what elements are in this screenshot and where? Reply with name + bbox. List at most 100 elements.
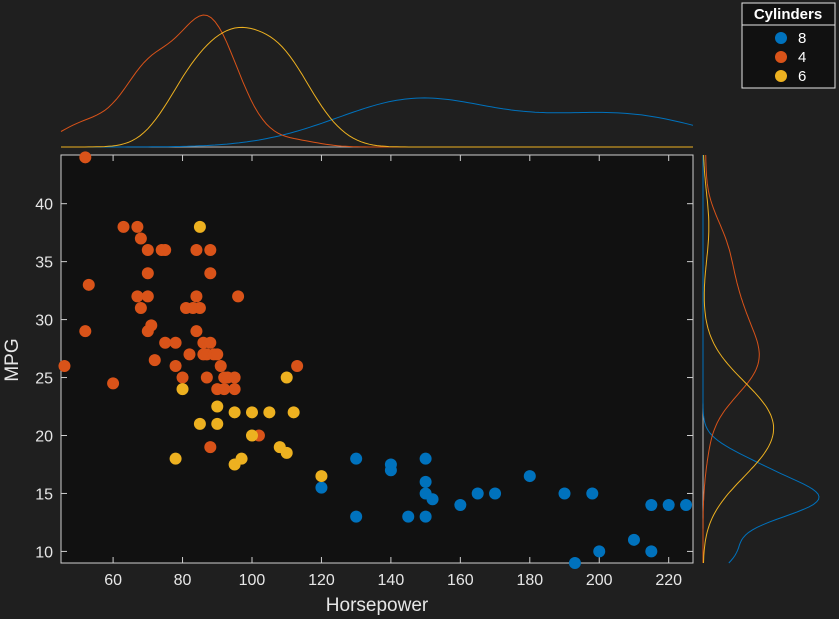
right-density-4-cyl bbox=[702, 154, 760, 563]
y-tick-label: 35 bbox=[35, 255, 53, 272]
data-point bbox=[287, 406, 300, 419]
x-tick-label: 220 bbox=[655, 572, 682, 589]
data-point bbox=[280, 446, 293, 459]
x-tick-label: 160 bbox=[447, 572, 474, 589]
top-density-8-cyl bbox=[61, 97, 694, 148]
data-point bbox=[471, 487, 484, 500]
data-point bbox=[211, 417, 224, 430]
data-point bbox=[134, 302, 147, 314]
data-point bbox=[662, 499, 675, 512]
legend-box bbox=[741, 2, 836, 89]
data-point bbox=[159, 336, 172, 349]
scatter-points bbox=[58, 151, 693, 569]
y-axis-label: MPG bbox=[2, 338, 23, 381]
data-point bbox=[211, 348, 224, 361]
data-point bbox=[183, 348, 196, 361]
data-point bbox=[291, 359, 304, 372]
data-point bbox=[315, 481, 328, 494]
legend-marker-4 bbox=[775, 51, 787, 63]
legend-label-8: 8 bbox=[798, 30, 806, 47]
data-point bbox=[245, 429, 258, 442]
data-point bbox=[159, 244, 172, 257]
y-axis: 10 15 20 25 30 35 40 bbox=[35, 197, 693, 561]
series-8-cyl bbox=[315, 452, 693, 569]
series-6-cyl bbox=[169, 220, 328, 483]
legend: Cylinders 8 4 6 bbox=[741, 2, 836, 89]
data-point bbox=[419, 475, 432, 488]
data-point bbox=[176, 371, 189, 384]
right-density-8-cyl bbox=[702, 155, 820, 564]
legend-title: Cylinders bbox=[754, 6, 822, 23]
data-point bbox=[454, 499, 467, 512]
y-tick-label: 20 bbox=[35, 429, 53, 446]
data-point bbox=[523, 470, 536, 483]
data-point bbox=[263, 406, 276, 419]
data-point bbox=[419, 452, 432, 465]
data-point bbox=[134, 232, 147, 245]
top-density-6-cyl bbox=[61, 26, 693, 148]
data-point bbox=[79, 325, 92, 338]
x-axis: 60 80 100 120 140 160 180 200 220 bbox=[104, 155, 682, 589]
data-point bbox=[645, 545, 658, 558]
data-point bbox=[141, 290, 154, 303]
data-point bbox=[627, 533, 640, 546]
data-point bbox=[82, 278, 95, 291]
data-point bbox=[204, 441, 217, 454]
legend-label-6: 6 bbox=[798, 68, 806, 85]
data-point bbox=[204, 267, 217, 280]
data-point bbox=[204, 336, 217, 349]
data-point bbox=[190, 290, 203, 303]
data-point bbox=[193, 302, 206, 314]
x-tick-label: 60 bbox=[104, 572, 122, 589]
x-tick-label: 180 bbox=[516, 572, 543, 589]
data-point bbox=[350, 452, 363, 465]
y-tick-label: 15 bbox=[35, 486, 53, 503]
top-marginal-density bbox=[60, 14, 694, 148]
data-point bbox=[315, 470, 328, 483]
y-tick-label: 25 bbox=[35, 371, 53, 388]
data-point bbox=[419, 510, 432, 523]
data-point bbox=[190, 325, 203, 338]
y-tick-label: 10 bbox=[35, 544, 53, 561]
data-point bbox=[79, 151, 92, 164]
data-point bbox=[680, 499, 693, 512]
data-point bbox=[169, 336, 182, 349]
data-point bbox=[131, 290, 144, 303]
data-point bbox=[169, 452, 182, 465]
data-point bbox=[193, 220, 206, 233]
x-tick-label: 100 bbox=[239, 572, 266, 589]
x-tick-label: 120 bbox=[308, 572, 335, 589]
data-point bbox=[586, 487, 599, 500]
scatter-axes: 10 15 20 25 30 35 40 60 80 100 120 140 160 180 200 220 bbox=[35, 151, 694, 589]
data-point bbox=[131, 220, 144, 233]
x-tick-label: 80 bbox=[174, 572, 192, 589]
data-point bbox=[232, 290, 245, 303]
data-point bbox=[426, 493, 439, 506]
data-point bbox=[280, 371, 293, 384]
data-point bbox=[489, 487, 502, 500]
data-point bbox=[148, 354, 161, 367]
data-point bbox=[568, 557, 581, 569]
data-point bbox=[558, 487, 571, 500]
series-4-cyl bbox=[58, 151, 304, 454]
legend-label-4: 4 bbox=[798, 49, 806, 66]
data-point bbox=[211, 400, 224, 413]
data-point bbox=[228, 383, 241, 396]
legend-marker-6 bbox=[775, 70, 787, 82]
data-point bbox=[141, 267, 154, 280]
data-point bbox=[402, 510, 415, 523]
y-tick-label: 40 bbox=[35, 197, 53, 214]
right-density-6-cyl bbox=[703, 154, 775, 564]
data-point bbox=[245, 406, 258, 419]
data-point bbox=[645, 499, 658, 512]
data-point bbox=[228, 406, 241, 419]
data-point bbox=[228, 371, 241, 384]
data-point bbox=[107, 377, 120, 390]
legend-items: 8 4 6 bbox=[775, 30, 806, 85]
data-point bbox=[190, 244, 203, 257]
data-point bbox=[141, 244, 154, 257]
data-point bbox=[593, 545, 606, 558]
data-point bbox=[58, 359, 71, 372]
y-tick-label: 30 bbox=[35, 313, 53, 330]
